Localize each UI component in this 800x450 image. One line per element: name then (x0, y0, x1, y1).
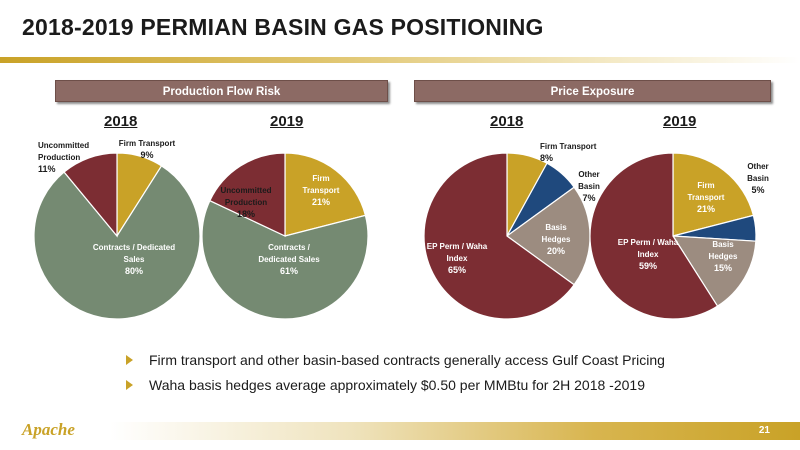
apache-logo: Apache (22, 420, 75, 439)
data-label-basis-hedges: Basis Hedges 20% (542, 223, 571, 256)
pie-slice-firm-transport (672, 152, 755, 237)
pie-slice-ep-perm-waha-index (589, 152, 719, 320)
year-label-flow-2019: 2019 (270, 113, 304, 130)
data-label-ep-perm-waha-index: EP Perm / Waha Index 59% (618, 238, 679, 271)
footer-bar (110, 422, 800, 440)
page-title: 2018-2019 PERMIAN BASIN GAS POSITIONING (22, 14, 544, 40)
page-number: 21 (758, 425, 770, 436)
pie-price-2018: Firm Transport 8% Other Basin 7% Basis Hedges 2… (423, 142, 600, 320)
data-label-other-basin: Other Basin 5% (747, 162, 769, 195)
pie-charts: Firm Transport 9% Contracts / Dedicated Sal… (33, 139, 769, 320)
bullet-item: Waha basis hedges average approximately … (126, 372, 665, 397)
year-label-flow-2018: 2018 (104, 113, 138, 130)
data-label-firm-transport: Firm Transport 9% (119, 139, 176, 160)
data-label-ep-perm-waha-index: EP Perm / Waha Index 65% (427, 242, 488, 275)
price-exposure-header: Price Exposure (414, 80, 771, 102)
pie-flow-2019: Firm Transport 21% Contracts / Dedicated Sal… (201, 152, 369, 320)
data-label-firm-transport: Firm Transport 21% (303, 174, 340, 207)
bullet-item: Firm transport and other basin-based con… (126, 347, 665, 372)
pie-slice-ep-perm-waha-index (423, 152, 575, 320)
year-label-price-2019: 2019 (663, 113, 697, 130)
pie-slice-contracts-dedicated-sales (33, 165, 201, 320)
pie-slice-uncommitted-production (63, 152, 118, 238)
pie-price-2019: Firm Transport 21% Other Basin 5% Basis Hedges 1… (589, 152, 769, 320)
data-label-firm-transport: Firm Transport 21% (688, 181, 725, 214)
data-label-contracts-dedicated-sales: Contracts / Dedicated Sales 61% (258, 243, 320, 276)
bullet-text: Firm transport and other basin-based con… (149, 351, 665, 368)
triangle-bullet-icon (126, 354, 133, 365)
data-label-basis-hedges: Basis Hedges 15% (709, 240, 738, 273)
data-label-firm-transport: Firm Transport 8% (540, 142, 597, 163)
data-label-contracts-dedicated-sales: Contracts / Dedicated Sales 80% (93, 243, 175, 276)
pie-slice-uncommitted-production (209, 152, 286, 237)
year-label-price-2018: 2018 (490, 113, 524, 130)
pie-flow-2018: Firm Transport 9% Contracts / Dedicated Sal… (33, 139, 201, 320)
bullet-list: Firm transport and other basin-based con… (126, 347, 665, 397)
pie-slice-basis-hedges (671, 235, 757, 307)
pie-slice-contracts-dedicated-sales (201, 199, 369, 320)
triangle-bullet-icon (126, 379, 133, 390)
data-label-other-basin: Other Basin 7% (578, 170, 600, 203)
pie-slice-firm-transport (284, 152, 367, 237)
production-flow-risk-header: Production Flow Risk (55, 80, 388, 102)
data-label-uncommitted-production: Uncommitted Production 18% (220, 186, 271, 219)
data-label-uncommitted-production: Uncommitted Production 11% (38, 141, 89, 174)
title-divider (0, 57, 800, 63)
bullet-text: Waha basis hedges average approximately … (149, 376, 645, 393)
